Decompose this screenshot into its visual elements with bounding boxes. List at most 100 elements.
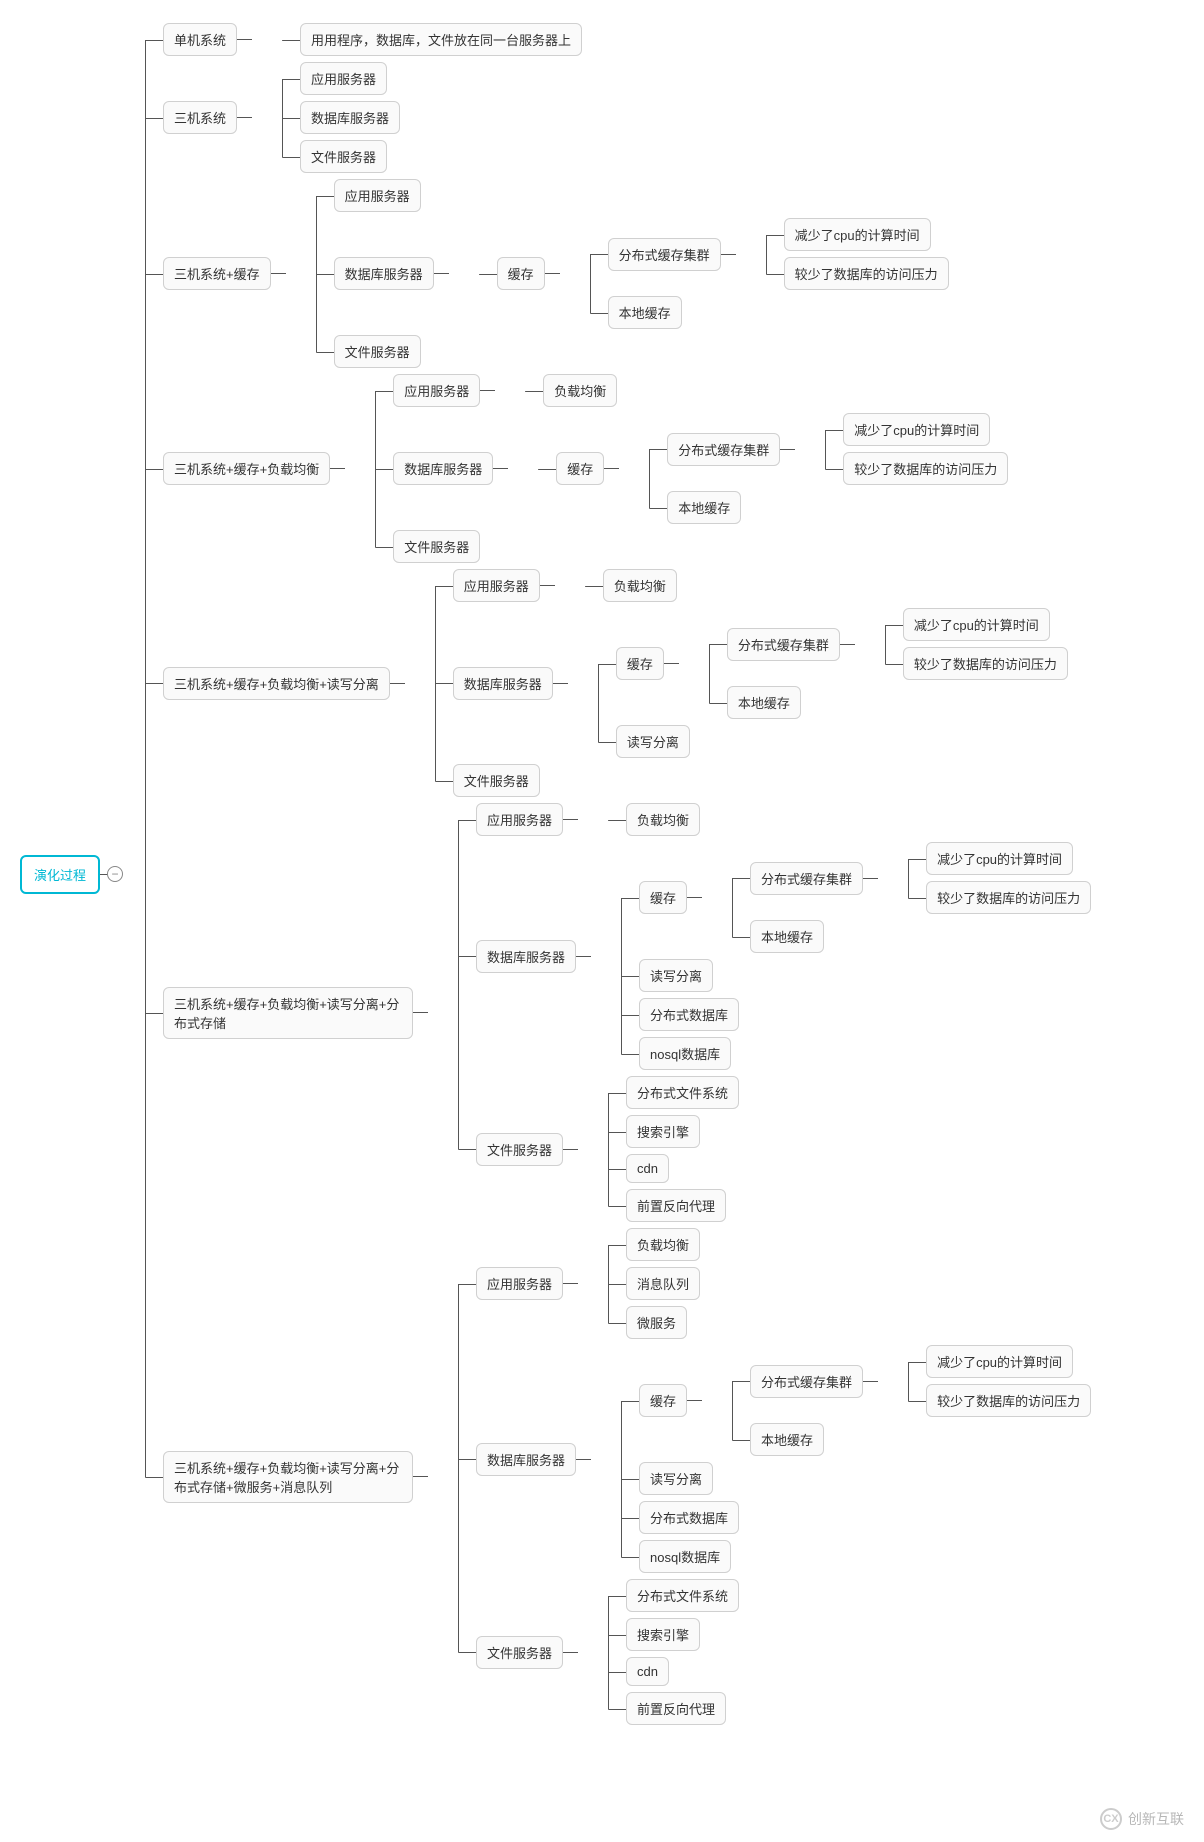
tree-node[interactable]: 应用服务器 <box>476 1267 563 1300</box>
tree-node[interactable]: 应用服务器 <box>453 569 540 602</box>
tree-node[interactable]: 应用服务器 <box>393 374 480 407</box>
tree-node[interactable]: 前置反向代理 <box>626 1692 726 1725</box>
tree-node[interactable]: 缓存 <box>616 647 664 680</box>
tree-node[interactable]: 缓存 <box>639 881 687 914</box>
tree-item: 负载均衡 <box>525 371 617 410</box>
tree-node[interactable]: 本地缓存 <box>667 491 741 524</box>
tree-node[interactable]: 分布式文件系统 <box>626 1579 739 1612</box>
connector <box>664 663 679 664</box>
stage-node[interactable]: 单机系统 <box>163 23 237 56</box>
branch: 应用服务器 <box>300 59 387 98</box>
tree-item: 较少了数据库的访问压力 <box>885 644 1068 683</box>
stage-node[interactable]: 三机系统+缓存 <box>163 257 271 290</box>
tree-node[interactable]: 分布式文件系统 <box>626 1076 739 1109</box>
tree-node[interactable]: 分布式数据库 <box>639 998 739 1031</box>
tree-node[interactable]: 数据库服务器 <box>393 452 493 485</box>
tree-node[interactable]: 本地缓存 <box>727 686 801 719</box>
tree-node[interactable]: 分布式缓存集群 <box>750 862 863 895</box>
tree-node[interactable]: 本地缓存 <box>750 920 824 953</box>
tree-node[interactable]: 分布式缓存集群 <box>667 433 780 466</box>
tree-node[interactable]: 消息队列 <box>626 1267 700 1300</box>
branch: 减少了cpu的计算时间 <box>784 215 931 254</box>
tree-item: 前置反向代理 <box>608 1186 739 1225</box>
branch: 前置反向代理 <box>626 1186 726 1225</box>
branch: 分布式数据库 <box>639 995 739 1034</box>
tree-node[interactable]: 分布式缓存集群 <box>608 238 721 271</box>
tree-node[interactable]: 减少了cpu的计算时间 <box>903 608 1050 641</box>
tree-item: 数据库服务器 缓存 分布式缓存集群 减少了cpu的计算时间较少了数据库的访问压力本地缓… <box>435 605 1068 761</box>
tree-node[interactable]: 本地缓存 <box>750 1423 824 1456</box>
tree-item: 数据库服务器 缓存 分布式缓存集群 减少了cpu的计算时间较少了数据库的访问压力本地缓… <box>375 410 1008 527</box>
tree-node[interactable]: 分布式缓存集群 <box>750 1365 863 1398</box>
tree-node[interactable]: 缓存 <box>556 452 604 485</box>
tree-item: cdn <box>608 1151 739 1186</box>
tree-node[interactable]: 应用服务器 <box>334 179 421 212</box>
tree-node[interactable]: 应用服务器 <box>300 62 387 95</box>
tree-node[interactable]: 微服务 <box>626 1306 687 1339</box>
tree-node[interactable]: 读写分离 <box>639 1462 713 1495</box>
stage-node[interactable]: 三机系统+缓存+负载均衡+读写分离 <box>163 667 390 700</box>
tree-item: 应用服务器 <box>282 59 400 98</box>
tree-node[interactable]: 搜索引擎 <box>626 1115 700 1148</box>
tree-node[interactable]: 较少了数据库的访问压力 <box>784 257 949 290</box>
tree-node[interactable]: 负载均衡 <box>626 803 700 836</box>
root-node[interactable]: 演化过程 <box>20 855 100 894</box>
tree-node[interactable]: 文件服务器 <box>393 530 480 563</box>
stage-node[interactable]: 三机系统+缓存+负载均衡+读写分离+分布式存储 <box>163 987 413 1039</box>
tree-node[interactable]: 较少了数据库的访问压力 <box>926 1384 1091 1417</box>
tree-node[interactable]: 应用服务器 <box>476 803 563 836</box>
tree-node[interactable]: 较少了数据库的访问压力 <box>926 881 1091 914</box>
tree-node[interactable]: 搜索引擎 <box>626 1618 700 1651</box>
tree-node[interactable]: 缓存 <box>497 257 545 290</box>
stage-item: 单机系统 用用程序，数据库，文件放在同一台服务器上 <box>145 20 1091 59</box>
tree-node[interactable]: 减少了cpu的计算时间 <box>926 842 1073 875</box>
tree-node[interactable]: 数据库服务器 <box>334 257 434 290</box>
root-branch: 演化过程 − <box>20 852 115 897</box>
tree-node[interactable]: nosql数据库 <box>639 1037 731 1070</box>
tree-node[interactable]: 文件服务器 <box>476 1636 563 1669</box>
tree-node[interactable]: 减少了cpu的计算时间 <box>784 218 931 251</box>
tree-node[interactable]: 负载均衡 <box>626 1228 700 1261</box>
tree-item: 文件服务器 <box>435 761 1068 800</box>
tree-node[interactable]: 文件服务器 <box>476 1133 563 1166</box>
stage-node[interactable]: 三机系统+缓存+负载均衡 <box>163 452 330 485</box>
stage-node[interactable]: 三机系统 <box>163 101 237 134</box>
branch: 应用服务器 <box>334 176 421 215</box>
tree-node[interactable]: 文件服务器 <box>334 335 421 368</box>
tree-node[interactable]: 负载均衡 <box>603 569 677 602</box>
tree-item: 文件服务器 <box>316 332 949 371</box>
tree-node[interactable]: 数据库服务器 <box>476 1443 576 1476</box>
tree-node[interactable]: 分布式缓存集群 <box>727 628 840 661</box>
tree-node[interactable]: cdn <box>626 1154 669 1183</box>
connector <box>563 1149 578 1150</box>
tree-node[interactable]: 减少了cpu的计算时间 <box>926 1345 1073 1378</box>
tree-node[interactable]: 文件服务器 <box>453 764 540 797</box>
tree-node[interactable]: cdn <box>626 1657 669 1686</box>
tree-node[interactable]: 前置反向代理 <box>626 1189 726 1222</box>
collapse-icon[interactable]: − <box>107 866 123 882</box>
tree-item: 减少了cpu的计算时间 <box>908 1342 1091 1381</box>
tree-node[interactable]: nosql数据库 <box>639 1540 731 1573</box>
children-list: 应用服务器数据库服务器 缓存 分布式缓存集群 减少了cpu的计算时间较少了数据库的访问… <box>286 176 949 371</box>
stage-item: 三机系统+缓存+负载均衡+读写分离+分布式存储 应用服务器 负载均衡数据库服务器 缓存… <box>145 800 1091 1225</box>
tree-node[interactable]: 负载均衡 <box>543 374 617 407</box>
tree-node[interactable]: 较少了数据库的访问压力 <box>903 647 1068 680</box>
branch: 数据库服务器 <box>393 449 508 488</box>
tree-node[interactable]: 用用程序，数据库，文件放在同一台服务器上 <box>300 23 582 56</box>
tree-node[interactable]: 分布式数据库 <box>639 1501 739 1534</box>
tree-node[interactable]: 数据库服务器 <box>453 667 553 700</box>
branch: 较少了数据库的访问压力 <box>784 254 949 293</box>
tree-node[interactable]: 数据库服务器 <box>300 101 400 134</box>
tree-node[interactable]: 较少了数据库的访问压力 <box>843 452 1008 485</box>
tree-node[interactable]: 本地缓存 <box>608 296 682 329</box>
tree-node[interactable]: 文件服务器 <box>300 140 387 173</box>
stage-node[interactable]: 三机系统+缓存+负载均衡+读写分离+分布式存储+微服务+消息队列 <box>163 1451 413 1503</box>
tree-node[interactable]: 数据库服务器 <box>476 940 576 973</box>
branch: 数据库服务器 <box>300 98 400 137</box>
tree-node[interactable]: 减少了cpu的计算时间 <box>843 413 990 446</box>
tree-node[interactable]: 缓存 <box>639 1384 687 1417</box>
tree-node[interactable]: 读写分离 <box>639 959 713 992</box>
children-list: 减少了cpu的计算时间较少了数据库的访问压力 <box>878 1342 1091 1420</box>
stage-item: 三机系统+缓存+负载均衡+读写分离+分布式存储+微服务+消息队列 应用服务器 负载均… <box>145 1225 1091 1728</box>
tree-node[interactable]: 读写分离 <box>616 725 690 758</box>
